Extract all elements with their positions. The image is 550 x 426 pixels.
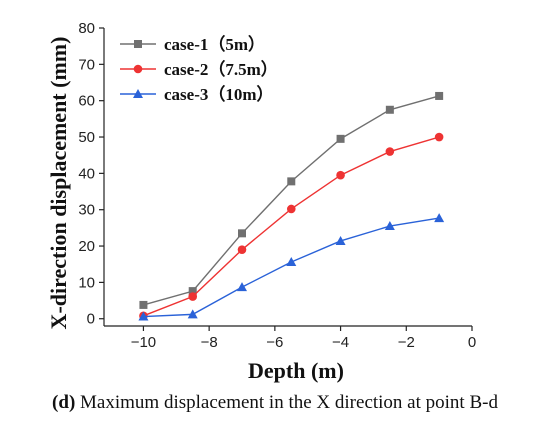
data-point	[139, 300, 148, 309]
series-line	[143, 95, 440, 306]
y-tick-label: 70	[78, 56, 95, 73]
axes	[103, 28, 472, 327]
figure-caption: (d) Maximum displacement in the X direct…	[0, 392, 550, 414]
data-point	[336, 134, 345, 143]
y-tick-label: 40	[78, 165, 95, 182]
x-tick-label: −2	[398, 334, 415, 351]
data-point	[138, 311, 149, 321]
data-point	[237, 245, 247, 254]
legend-marker	[133, 89, 143, 98]
caption-panel-label: (d)	[52, 392, 76, 413]
data-point	[384, 221, 395, 231]
data-point	[286, 257, 297, 267]
x-tick-label: −10	[131, 334, 156, 351]
data-point	[287, 177, 296, 186]
caption-text: Maximum displacement in the X direction …	[75, 392, 498, 413]
data-point	[238, 229, 246, 238]
series-line	[143, 217, 440, 318]
data-point	[188, 287, 197, 296]
y-tick-label: 20	[78, 238, 95, 255]
y-tick-label: 80	[78, 20, 95, 37]
y-tick-label: 10	[78, 274, 95, 291]
series-3	[138, 213, 445, 321]
x-ticks: −10 −8 −6 −4 −2 0	[131, 326, 476, 351]
legend: case-1（5m） case-2（7.5m） case-3（10m）	[120, 34, 278, 104]
series-1	[139, 91, 444, 309]
legend-marker	[134, 40, 142, 48]
y-axis-title: X-direction displacement (mm)	[46, 37, 71, 330]
legend-marker	[133, 64, 143, 74]
series-line	[143, 136, 440, 317]
y-tick-label: 60	[78, 93, 95, 110]
data-point	[385, 105, 394, 114]
legend-entry-3: case-3（10m）	[120, 84, 274, 104]
series-layer	[138, 91, 445, 321]
data-point	[434, 213, 445, 223]
data-point	[434, 132, 444, 142]
displacement-line-chart: 0 10 20 30 40 50 60 70 80 −10 −8 −6 −4 −2 0 case-1（5m…	[46, 20, 476, 383]
x-tick-label: 0	[468, 334, 476, 351]
data-point	[187, 309, 198, 319]
x-tick-label: −6	[266, 334, 283, 351]
x-axis-title: Depth (m)	[248, 358, 344, 383]
data-point	[336, 170, 345, 180]
legend-entry-1: case-1（5m）	[120, 34, 265, 54]
data-point	[286, 204, 296, 214]
legend-label: case-2（7.5m）	[164, 59, 278, 79]
x-tick-label: −4	[332, 334, 349, 351]
legend-entry-2: case-2（7.5m）	[120, 59, 278, 79]
legend-label: case-3（10m）	[164, 84, 274, 104]
y-tick-label: 0	[87, 311, 95, 328]
y-ticks: 0 10 20 30 40 50 60 70 80	[78, 20, 104, 328]
data-point	[188, 292, 198, 301]
x-tick-label: −8	[201, 334, 218, 351]
data-point	[335, 235, 346, 245]
data-point	[435, 91, 444, 100]
series-2	[139, 132, 444, 321]
legend-label: case-1（5m）	[164, 34, 265, 54]
y-tick-label: 50	[78, 129, 95, 146]
data-point	[237, 282, 247, 292]
data-point	[385, 147, 395, 156]
y-tick-label: 30	[78, 202, 95, 219]
